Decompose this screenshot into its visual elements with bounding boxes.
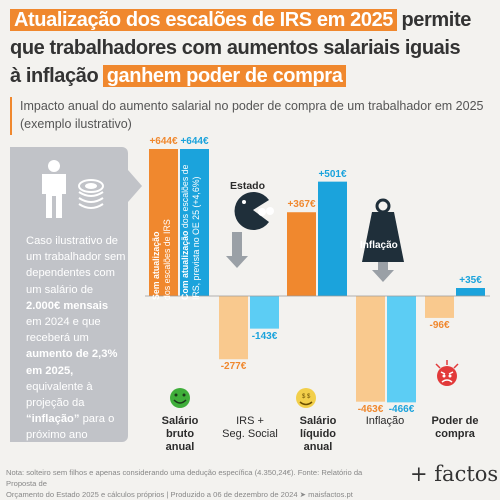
bar-com-2 xyxy=(318,181,347,296)
footer-note: Nota: solteiro sem filhos e apenas consi… xyxy=(6,467,386,500)
category-line: Inflação xyxy=(365,415,405,427)
bar-com-4 xyxy=(456,288,485,296)
brand-logo: + factos xyxy=(410,462,499,486)
value-label-sem-2: +367€ xyxy=(287,199,316,211)
value-label-com-4: +35€ xyxy=(459,275,482,286)
info-panel-pointer xyxy=(128,170,142,202)
value-label-com-2: +501€ xyxy=(318,168,347,180)
category-line: Poder de xyxy=(431,415,479,427)
value-label-sem-1: -277€ xyxy=(220,361,247,373)
inflation-weight-icon xyxy=(362,198,404,282)
value-label-com-1: -143€ xyxy=(251,330,278,342)
category-label-3: Inflação xyxy=(351,415,419,428)
svg-text:$: $ xyxy=(302,394,306,400)
person-icon xyxy=(36,160,72,223)
category-label-2: Salário líquido anual xyxy=(284,415,352,454)
category-line: anual xyxy=(165,441,195,453)
title-part-1: permite xyxy=(401,9,471,31)
angry-face-icon xyxy=(435,360,459,386)
bar-sem-2 xyxy=(287,212,316,296)
category-line: anual xyxy=(303,441,333,453)
estado-pacman-icon xyxy=(226,191,274,268)
happy-face-icon xyxy=(170,388,190,408)
category-label-0: Salário bruto anual xyxy=(146,415,214,454)
chart-title: Atualização dos escalões de IRS em 2025 … xyxy=(10,7,494,91)
money-face-icon: $ $ xyxy=(296,388,316,408)
category-line: Salário xyxy=(299,415,337,427)
category-line: Salário xyxy=(161,415,199,427)
value-label-com-0: +644€ xyxy=(180,136,209,147)
value-label-sem-4: -96€ xyxy=(429,319,450,331)
bar-com-0 xyxy=(180,149,209,296)
footer-line-2: Orçamento do Estado 2025 e cálculos próp… xyxy=(6,490,353,499)
category-label-1: IRS + Seg. Social xyxy=(216,415,284,441)
inflacao-label: Inflação xyxy=(360,240,398,251)
category-line: IRS + xyxy=(236,415,264,427)
value-label-sem-3: -463€ xyxy=(357,403,384,415)
category-line: bruto xyxy=(165,428,195,440)
legend-sem: Sem atualização dos escalões de IRS xyxy=(151,219,172,300)
svg-text:$: $ xyxy=(307,394,311,400)
bar-sem-4 xyxy=(425,296,454,318)
chart-subtitle: Impacto anual do aumento salarial no pod… xyxy=(20,99,484,131)
category-line: Seg. Social xyxy=(222,428,278,440)
bar-com-3 xyxy=(387,296,416,403)
value-label-sem-0: +644€ xyxy=(149,136,178,147)
subtitle-accent xyxy=(10,97,12,135)
info-panel-text: Caso ilustrativo de um trabalhador sem d… xyxy=(26,235,126,442)
category-line: líquido xyxy=(299,428,337,440)
estado-label: Estado xyxy=(230,180,266,192)
title-highlight-1: Atualização dos escalões de IRS em 2025 xyxy=(10,9,398,31)
bar-sem-0 xyxy=(149,149,178,296)
title-part-2: que trabalhadores com aumentos salariais… xyxy=(10,37,461,59)
info-panel xyxy=(10,147,128,442)
legend-com: Com atualização dos escalões de IRS, pre… xyxy=(180,164,201,300)
title-part-3: à inflação xyxy=(10,65,99,87)
category-line: compra xyxy=(435,428,475,440)
footer-line-1: Nota: solteiro sem filhos e apenas consi… xyxy=(6,468,363,488)
bar-com-1 xyxy=(250,296,279,329)
category-label-4: Poder de compra xyxy=(421,415,489,441)
bar-sem-3 xyxy=(356,296,385,402)
value-label-com-3: -466€ xyxy=(388,404,415,416)
coins-icon xyxy=(76,178,106,217)
bar-sem-1 xyxy=(219,296,248,360)
title-highlight-2: ganhem poder de compra xyxy=(102,65,347,87)
